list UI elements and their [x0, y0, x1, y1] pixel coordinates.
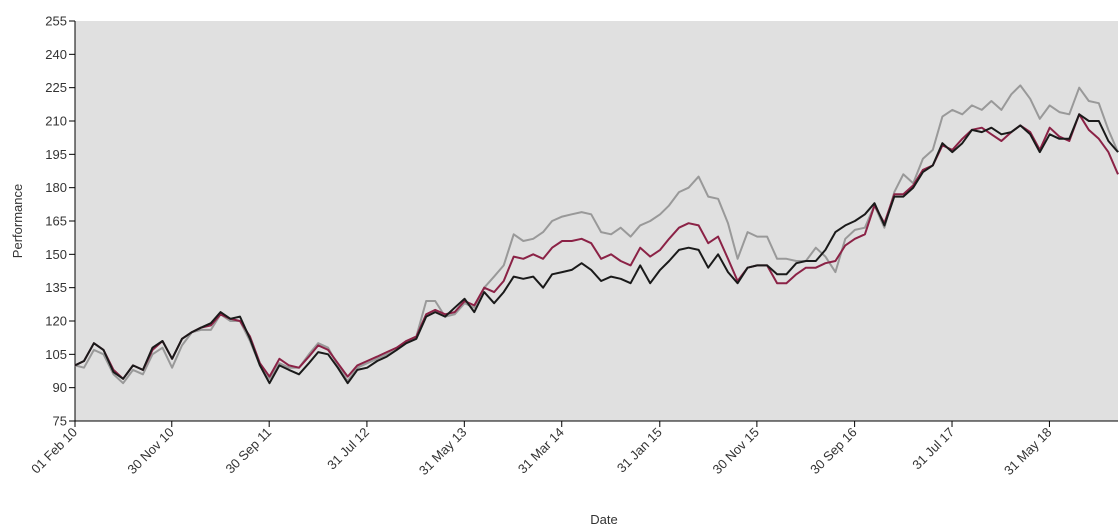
x-tick-label: 31 Jan 15 [614, 425, 665, 476]
x-tick-label: 31 Mar 14 [515, 425, 567, 477]
x-tick-label: 01 Feb 10 [28, 425, 80, 477]
y-tick-label: 75 [53, 414, 67, 429]
x-axis: 01 Feb 10 30 Nov 10 30 Sep 11 31 Jul 12 31 M… [28, 420, 1118, 479]
y-tick-label: 195 [45, 147, 67, 162]
y-tick-label: 150 [45, 247, 67, 262]
x-tick-label: 31 Jul 17 [909, 425, 957, 473]
y-tick-label: 135 [45, 280, 67, 295]
x-tick-label: 30 Nov 15 [709, 425, 762, 478]
y-axis: 75 90 105 120 135 150 165 180 195 210 225 240 255 [45, 14, 76, 429]
y-tick-label: 120 [45, 314, 67, 329]
series-line-3 [74, 113, 1119, 385]
x-tick-label: 31 May 13 [416, 425, 470, 479]
y-axis-title: Performance [10, 184, 25, 258]
x-tick-label: 30 Sep 16 [807, 425, 860, 478]
y-tick-label: 105 [45, 347, 67, 362]
x-tick-label: 31 May 18 [1001, 425, 1055, 479]
y-tick-label: 165 [45, 214, 67, 229]
y-tick-label: 240 [45, 47, 67, 62]
series-line-1 [74, 84, 1119, 385]
x-tick-label: 30 Sep 11 [222, 425, 274, 477]
x-tick-label: 30 Nov 10 [124, 425, 177, 478]
y-tick-label: 90 [53, 380, 67, 395]
y-tick-label: 225 [45, 80, 67, 95]
series-layer [74, 84, 1119, 385]
y-tick-label: 210 [45, 114, 67, 129]
y-tick-label: 255 [45, 14, 67, 29]
x-tick-label: 31 Jul 12 [324, 425, 372, 473]
x-axis-title: Date [590, 512, 617, 527]
y-tick-label: 180 [45, 180, 67, 195]
plot-background [75, 21, 1118, 421]
